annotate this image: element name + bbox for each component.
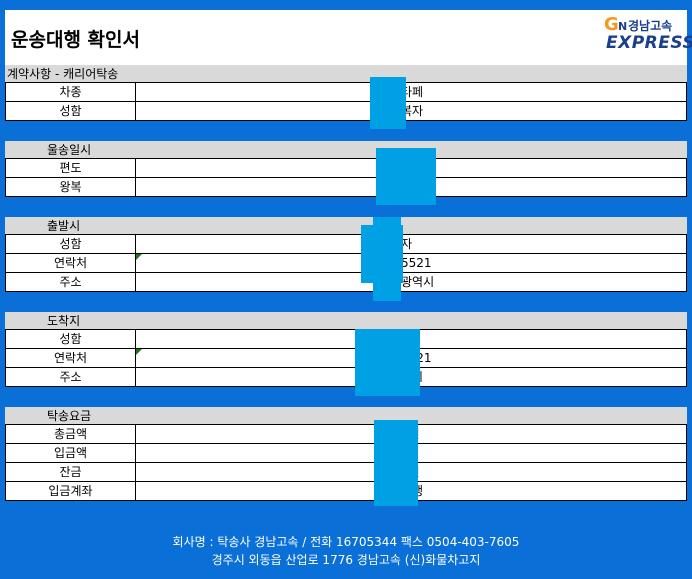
row-label: 왕복 bbox=[5, 178, 136, 196]
logo-g: G bbox=[604, 14, 619, 35]
table-row: 연락처 5521 bbox=[5, 254, 687, 273]
document-header: 운송대행 확인서 G N 경남고속 EXPRESS bbox=[5, 10, 692, 65]
redaction-block bbox=[370, 77, 406, 129]
row-label: 성함 bbox=[5, 330, 136, 348]
table-row: 차종 타페 bbox=[5, 83, 687, 102]
row-value bbox=[136, 178, 687, 196]
logo-express: EXPRESS bbox=[606, 33, 692, 53]
table-row: 주소 광역시 bbox=[5, 273, 687, 292]
table-row: 입금계좌 은행 bbox=[5, 482, 687, 501]
table-row: 편도 bbox=[5, 159, 687, 178]
arrival-section: 도착지 성함 자 연락처 5521 주소 역시 bbox=[5, 312, 687, 387]
section-header: 출발시 bbox=[5, 217, 687, 235]
fee-section: 탁송요금 총금액 0원 입금액 잔금 0원 입금계좌 은행 bbox=[5, 407, 687, 501]
logo-n: N bbox=[618, 20, 628, 33]
departure-section: 출발시 성함 자 연락처 5521 주소 광역시 bbox=[5, 217, 687, 292]
table-row: 입금액 bbox=[5, 444, 687, 463]
table-row: 성함 자 bbox=[5, 330, 687, 349]
footer-company-info: 회사명 : 탁송사 경남고속 / 전화 16705344 팩스 0504-403… bbox=[172, 535, 520, 549]
company-logo: G N 경남고속 EXPRESS bbox=[604, 14, 692, 60]
cell-comment-marker bbox=[136, 254, 142, 260]
logo-korean: 경남고속 bbox=[628, 19, 673, 33]
transport-section: 울송일시 편도 왕복 bbox=[5, 141, 687, 197]
row-label: 주소 bbox=[5, 273, 136, 291]
row-label: 연락처 bbox=[5, 254, 136, 272]
row-label: 입금계좌 bbox=[5, 482, 136, 500]
row-value: 광역시 bbox=[136, 273, 687, 291]
table-row: 주소 역시 bbox=[5, 368, 687, 387]
row-value: 타페 bbox=[136, 83, 687, 101]
row-label: 잔금 bbox=[5, 463, 136, 481]
table-row: 왕복 bbox=[5, 178, 687, 197]
row-label: 편도 bbox=[5, 159, 136, 177]
row-value bbox=[136, 159, 687, 177]
page-title: 운송대행 확인서 bbox=[11, 29, 140, 51]
row-label: 성함 bbox=[5, 102, 136, 120]
redaction-block bbox=[374, 420, 418, 506]
row-value: 5521 bbox=[136, 254, 687, 272]
row-value: 자 bbox=[136, 235, 687, 253]
row-value bbox=[136, 444, 687, 462]
redaction-block bbox=[361, 225, 403, 283]
row-label: 주소 bbox=[5, 368, 136, 386]
redaction-block bbox=[355, 329, 420, 396]
section-header: 탁송요금 bbox=[5, 407, 687, 425]
section-header: 도착지 bbox=[5, 312, 687, 330]
table-row: 성함 복자 bbox=[5, 102, 687, 121]
table-row: 총금액 0원 bbox=[5, 425, 687, 444]
table-row: 연락처 5521 bbox=[5, 349, 687, 368]
row-label: 입금액 bbox=[5, 444, 136, 462]
row-value: 복자 bbox=[136, 102, 687, 120]
contract-section: 계약사항 - 캐리어탁송 차종 타페 성함 복자 bbox=[5, 65, 687, 121]
footer-address: 경주시 외동읍 산업로 1776 경남고속 (신)화물차고지 bbox=[211, 553, 481, 567]
row-label: 총금액 bbox=[5, 425, 136, 443]
section-header: 울송일시 bbox=[5, 141, 687, 159]
row-label: 성함 bbox=[5, 235, 136, 253]
cell-comment-marker bbox=[136, 349, 142, 355]
table-row: 성함 자 bbox=[5, 235, 687, 254]
row-label: 차종 bbox=[5, 83, 136, 101]
row-label: 연락처 bbox=[5, 349, 136, 367]
redaction-block bbox=[376, 148, 436, 205]
table-row: 잔금 0원 bbox=[5, 463, 687, 482]
section-header: 계약사항 - 캐리어탁송 bbox=[5, 65, 687, 83]
